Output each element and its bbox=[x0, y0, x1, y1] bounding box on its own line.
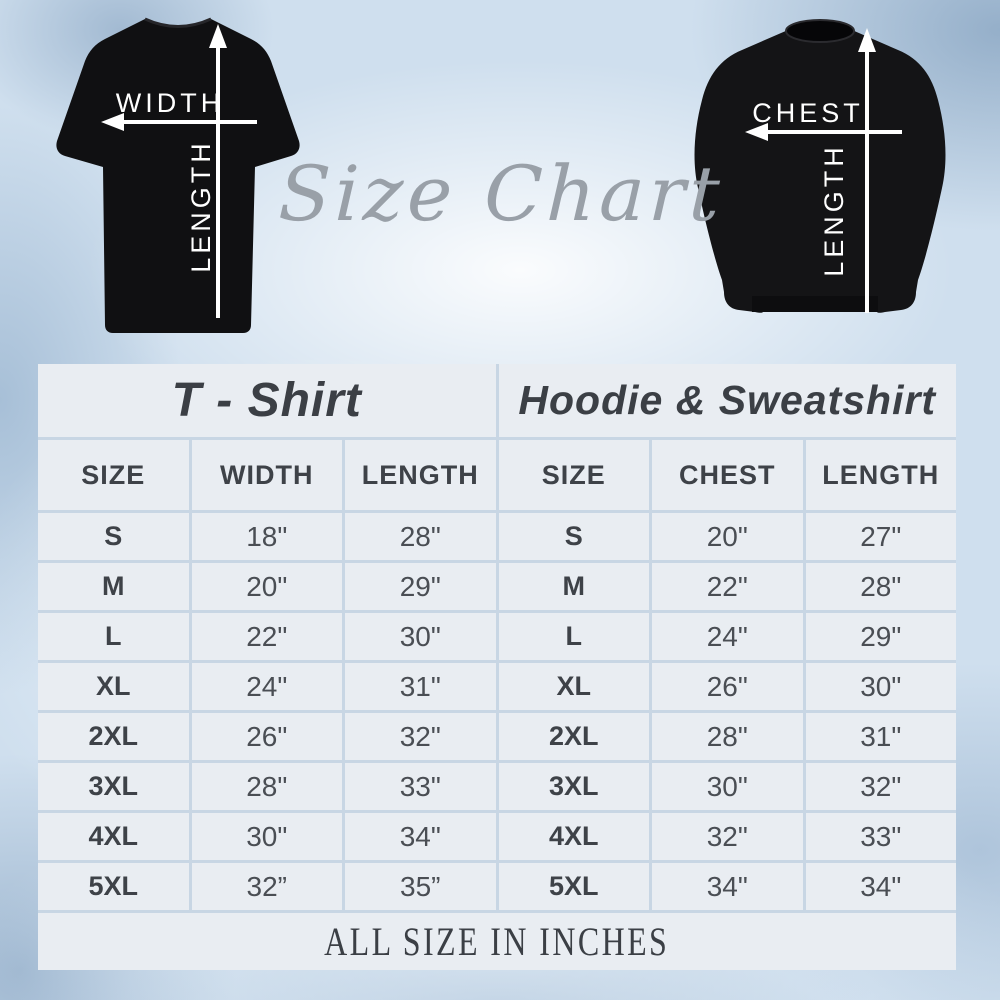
value-cell: 32" bbox=[805, 763, 956, 810]
value-cell: 34" bbox=[345, 813, 496, 860]
sweatshirt-image bbox=[694, 19, 946, 313]
tshirt-collar bbox=[144, 17, 212, 28]
size-cell: L bbox=[38, 613, 189, 660]
value-cell: 28" bbox=[191, 763, 342, 810]
page-title: Size Chart bbox=[277, 149, 725, 238]
size-cell: 2XL bbox=[38, 713, 189, 760]
table-footer: ALL SIZE IN INCHES bbox=[38, 913, 956, 970]
value-cell: 33" bbox=[345, 763, 496, 810]
value-cell: 30" bbox=[345, 613, 496, 660]
value-cell: 28" bbox=[345, 513, 496, 560]
size-cell: XL bbox=[498, 663, 649, 710]
value-cell: 22" bbox=[652, 563, 803, 610]
value-cell: 24" bbox=[652, 613, 803, 660]
size-cell: 4XL bbox=[498, 813, 649, 860]
value-cell: 34" bbox=[805, 863, 956, 910]
tshirt-width-arrow bbox=[101, 113, 257, 131]
size-cell: 4XL bbox=[38, 813, 189, 860]
value-cell: 30" bbox=[805, 663, 956, 710]
value-cell: 32” bbox=[191, 863, 342, 910]
value-cell: 26" bbox=[191, 713, 342, 760]
tshirt-width-label: WIDTH bbox=[116, 88, 224, 118]
hero-graphic: WIDTH LENGTH CHEST LENGTH Size Chart bbox=[56, 17, 946, 333]
size-cell: 3XL bbox=[38, 763, 189, 810]
tshirt-table-title: T - Shirt bbox=[38, 364, 496, 437]
column-header-length: LENGTH bbox=[345, 440, 496, 510]
value-cell: 31" bbox=[345, 663, 496, 710]
tshirt-image bbox=[56, 17, 300, 333]
column-header-size: SIZE bbox=[498, 440, 649, 510]
sweatshirt-chest-arrow bbox=[745, 123, 902, 141]
column-header-size: SIZE bbox=[38, 440, 189, 510]
value-cell: 24" bbox=[191, 663, 342, 710]
value-cell: 31" bbox=[805, 713, 956, 760]
size-cell: S bbox=[38, 513, 189, 560]
value-cell: 35” bbox=[345, 863, 496, 910]
sweatshirt-hem bbox=[752, 296, 878, 312]
hoodie-table-title: Hoodie & Sweatshirt bbox=[498, 364, 956, 437]
value-cell: 26" bbox=[652, 663, 803, 710]
size-cell: L bbox=[498, 613, 649, 660]
value-cell: 20" bbox=[652, 513, 803, 560]
column-header-chest: CHEST bbox=[652, 440, 803, 510]
value-cell: 28" bbox=[652, 713, 803, 760]
value-cell: 30" bbox=[191, 813, 342, 860]
sweatshirt-length-arrow bbox=[858, 28, 876, 313]
column-header-length: LENGTH bbox=[805, 440, 956, 510]
size-cell: 5XL bbox=[38, 863, 189, 910]
size-cell: 3XL bbox=[498, 763, 649, 810]
value-cell: 18" bbox=[191, 513, 342, 560]
size-cell: M bbox=[498, 563, 649, 610]
value-cell: 34" bbox=[652, 863, 803, 910]
value-cell: 32" bbox=[652, 813, 803, 860]
size-cell: M bbox=[38, 563, 189, 610]
size-table: T - Shirt Hoodie & Sweatshirt SIZE WIDTH… bbox=[38, 364, 956, 970]
column-header-width: WIDTH bbox=[191, 440, 342, 510]
value-cell: 33" bbox=[805, 813, 956, 860]
size-cell: 5XL bbox=[498, 863, 649, 910]
size-cell: XL bbox=[38, 663, 189, 710]
size-cell: 2XL bbox=[498, 713, 649, 760]
sweatshirt-length-label: LENGTH bbox=[819, 143, 849, 277]
value-cell: 29" bbox=[345, 563, 496, 610]
value-cell: 29" bbox=[805, 613, 956, 660]
value-cell: 28" bbox=[805, 563, 956, 610]
all-size-in-inches-note: ALL SIZE IN INCHES bbox=[324, 919, 670, 964]
value-cell: 30" bbox=[652, 763, 803, 810]
value-cell: 22" bbox=[191, 613, 342, 660]
value-cell: 32" bbox=[345, 713, 496, 760]
value-cell: 20" bbox=[191, 563, 342, 610]
sweatshirt-chest-label: CHEST bbox=[752, 98, 864, 128]
size-cell: S bbox=[498, 513, 649, 560]
tshirt-length-arrow bbox=[209, 24, 227, 318]
value-cell: 27" bbox=[805, 513, 956, 560]
sweatshirt-collar bbox=[785, 19, 855, 43]
tshirt-length-label: LENGTH bbox=[186, 139, 216, 273]
